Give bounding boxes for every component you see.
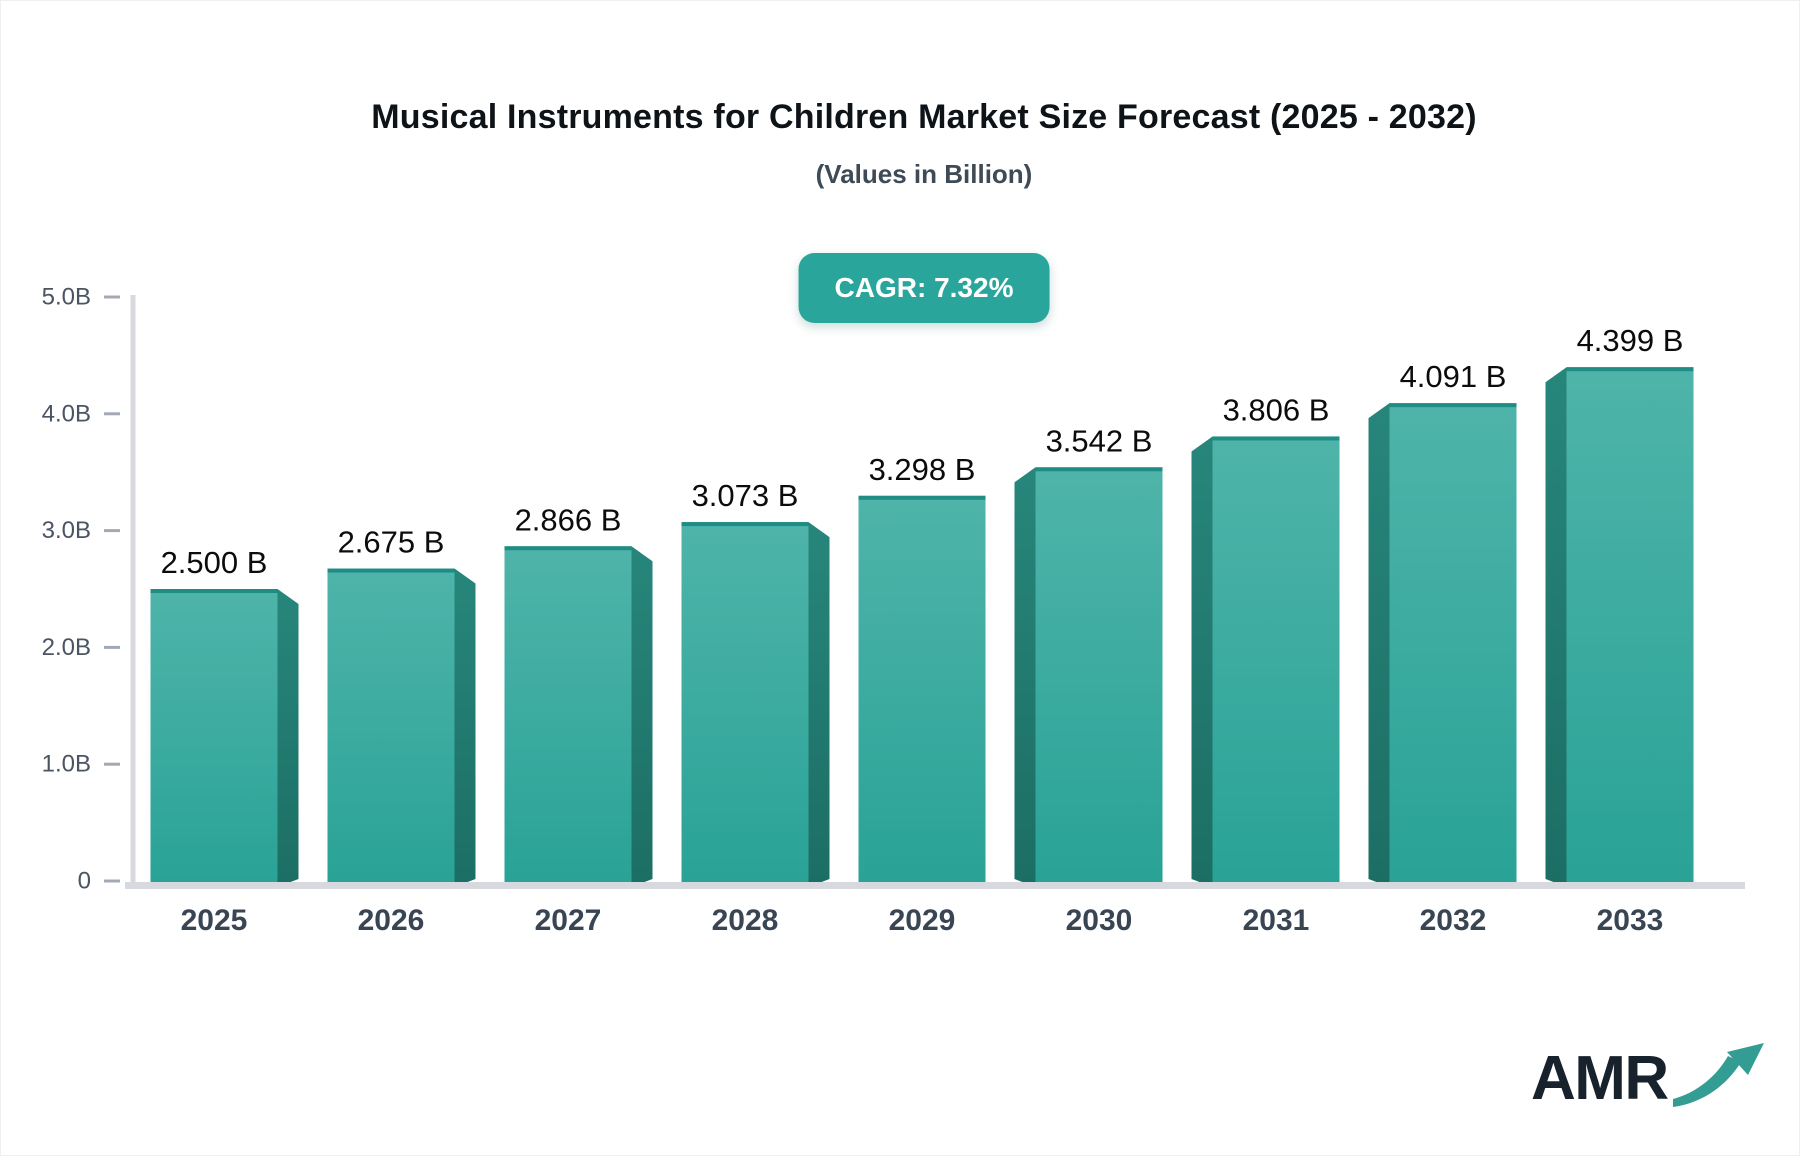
bar-2027: 2.866 B 2027 <box>504 502 653 937</box>
chart-title: Musical Instruments for Children Market … <box>371 98 1477 136</box>
y-tick-label: 3.0B <box>42 517 91 544</box>
bar-side-face <box>1545 367 1567 888</box>
x-axis-label: 2027 <box>535 904 602 937</box>
bar-top-edge <box>858 495 986 500</box>
bar-2026: 2.675 B 2026 <box>327 525 476 937</box>
bar-side-face <box>1368 403 1390 887</box>
y-tick-label: 4.0B <box>42 400 91 427</box>
bar-value-label: 2.866 B <box>515 502 622 537</box>
x-axis-label: 2025 <box>181 904 248 937</box>
bar-top-edge <box>327 568 455 573</box>
bar-front-face <box>150 589 278 887</box>
bar-front-face <box>327 568 455 887</box>
bar-top-edge <box>150 589 278 593</box>
bar-value-label: 2.500 B <box>161 545 268 580</box>
x-axis-label: 2030 <box>1066 904 1133 937</box>
bar-value-label: 2.675 B <box>338 525 445 560</box>
y-tick-label: 0 <box>78 868 91 895</box>
amr-logo-text: AMR <box>1531 1044 1669 1113</box>
bar-top-edge <box>681 522 809 527</box>
x-axis-label: 2026 <box>358 904 425 937</box>
bar-2031: 3.806 B 2031 <box>1191 392 1340 937</box>
chart-subtitle: (Values in Billion) <box>815 159 1033 189</box>
bar-2032: 4.091 B 2032 <box>1368 359 1517 937</box>
y-tick-label: 1.0B <box>42 751 91 778</box>
y-tick-label: 5.0B <box>42 284 91 311</box>
growth-arrow-swoosh <box>1673 1056 1741 1107</box>
bar-front-face <box>504 546 632 887</box>
bar-2029: 3.298 B 2029 <box>858 452 986 937</box>
bar-value-label: 3.298 B <box>869 452 976 487</box>
bar-side-face <box>1191 436 1213 887</box>
bar-value-label: 3.542 B <box>1046 423 1153 458</box>
x-axis-label: 2031 <box>1243 904 1310 937</box>
bar-value-label: 3.073 B <box>692 478 799 513</box>
bar-value-label: 3.806 B <box>1223 392 1330 427</box>
growth-arrow-head <box>1727 1043 1764 1075</box>
bar-2030: 3.542 B 2030 <box>1014 423 1163 937</box>
bar-front-face <box>1035 467 1163 887</box>
growth-arrow-icon <box>1673 1043 1764 1107</box>
bar-side-face <box>808 522 830 887</box>
x-axis-label: 2032 <box>1420 904 1487 937</box>
bar-top-edge <box>1212 436 1340 441</box>
bar-front-face <box>1566 367 1694 888</box>
x-axis-label: 2028 <box>712 904 779 937</box>
bar-front-face <box>1212 436 1340 887</box>
x-axis-label: 2029 <box>889 904 956 937</box>
cagr-badge: CAGR: 7.32% <box>798 253 1050 323</box>
bar-top-edge <box>504 546 632 551</box>
bar-side-face <box>277 589 299 887</box>
bar-2025: 2.500 B 2025 <box>150 545 299 937</box>
x-axis-label: 2033 <box>1597 904 1664 937</box>
bar-front-face <box>858 495 986 887</box>
amr-logo: AMR <box>1531 1033 1799 1129</box>
bar-side-face <box>454 568 476 887</box>
y-tick-label: 2.0B <box>42 634 91 661</box>
bar-value-label: 4.399 B <box>1577 323 1684 358</box>
bar-top-edge <box>1566 367 1694 372</box>
bar-top-edge <box>1035 467 1163 472</box>
bar-value-label: 4.091 B <box>1400 359 1507 394</box>
bar-front-face <box>1389 403 1517 887</box>
bar-front-face <box>681 522 809 887</box>
bar-2033: 4.399 B 2033 <box>1545 323 1694 937</box>
bar-side-face <box>631 546 653 887</box>
bar-side-face <box>1014 467 1036 887</box>
bar-2028: 3.073 B 2028 <box>681 478 830 937</box>
bar-top-edge <box>1389 403 1517 408</box>
